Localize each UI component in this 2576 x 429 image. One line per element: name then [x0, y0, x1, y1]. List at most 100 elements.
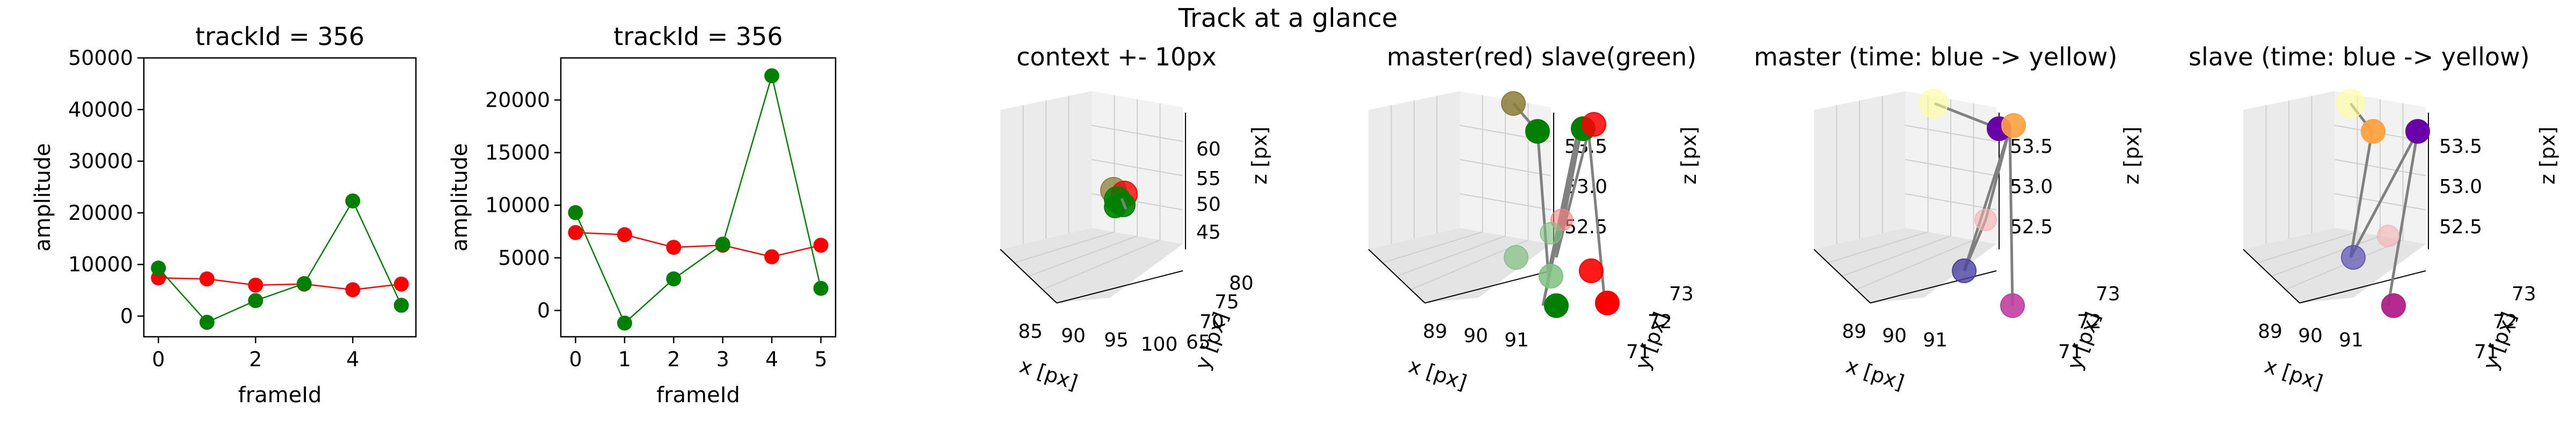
x-tick-label: 4 [765, 347, 778, 371]
z-axis-label: z [px] [1677, 127, 1701, 184]
master-slave-point [1501, 91, 1526, 116]
x-axis-edge [1000, 249, 1057, 304]
chart-title: trackId = 356 [195, 22, 364, 51]
y-axis-edge [2299, 270, 2426, 304]
y-tick-label: 75 [1214, 291, 1239, 313]
x-axis-edge [1813, 249, 1871, 304]
grid-line [1856, 239, 1974, 290]
x-tick-label: 2 [667, 347, 680, 371]
x-tick-label: 5 [814, 347, 827, 371]
data-point [666, 240, 682, 255]
grid-line [1905, 159, 1997, 176]
z-tick-label: 50 [1196, 194, 1221, 216]
z-tick-label: 60 [1196, 138, 1221, 160]
data-point [345, 282, 361, 298]
data-point [813, 280, 829, 296]
grid-line [1459, 159, 1552, 176]
y-tick-label: 5000 [498, 246, 550, 270]
x-tick-label: 89 [1423, 321, 1447, 343]
y-tick-label: 73 [2512, 283, 2536, 305]
y-tick-label: 71 [2058, 341, 2083, 363]
grid-line [1042, 239, 1160, 290]
grid-line [1382, 231, 1483, 263]
y-tick-label: 72 [2077, 311, 2102, 333]
y-axis-edge [1870, 270, 1997, 304]
x-axis-label: x [px] [2262, 354, 2326, 395]
x-tick-label: 85 [1018, 321, 1043, 343]
data-point [568, 225, 583, 240]
grid-line [1842, 235, 1951, 277]
x-tick-label: 3 [716, 347, 729, 371]
data-point [199, 315, 215, 330]
x-tick-label: 91 [1923, 329, 1948, 351]
data-point [813, 238, 829, 253]
x-axis-label: x [px] [1017, 354, 1081, 395]
y-tick-label: 40000 [68, 98, 133, 121]
y-tick-label: 70 [1199, 311, 1224, 333]
master-point [1595, 291, 1620, 315]
x-axis-edge [2243, 249, 2300, 304]
series-line-1 [575, 232, 821, 258]
plot-frame [143, 57, 417, 338]
y-tick-label: 73 [2096, 283, 2120, 305]
y-tick-label: 0 [120, 304, 133, 328]
y-axis-edge [1424, 270, 1552, 304]
series-line-1 [158, 277, 401, 291]
slave-point [1540, 222, 1562, 245]
pane-floor [1000, 228, 1183, 303]
data-point [764, 249, 780, 264]
slave-time-point [2361, 119, 2385, 144]
pane-floor [2243, 228, 2426, 303]
y-tick-label: 72 [2493, 311, 2518, 333]
data-point [248, 293, 264, 308]
z-tick-label: 53.0 [2010, 176, 2053, 198]
y-axis-edge [1056, 270, 1183, 304]
grid-line [1459, 193, 1552, 211]
master-time-point [1974, 209, 1997, 231]
y-tick-label: 50000 [68, 46, 133, 70]
plot-frame [560, 57, 837, 338]
context-trail [1120, 198, 1128, 210]
y-tick-label: 80 [1229, 272, 1254, 294]
y-tick-label: 65 [1186, 331, 1211, 353]
z-tick-label: 52.5 [2010, 216, 2053, 238]
x-axis-label: frameId [238, 383, 322, 408]
data-point [345, 193, 361, 209]
z-tick-label: 53.5 [2439, 136, 2482, 158]
grid-line [2271, 235, 2381, 277]
master-time-point [1952, 258, 1977, 283]
grid-line [1014, 231, 1115, 263]
data-point [393, 298, 409, 313]
chart-title: trackId = 356 [613, 22, 782, 51]
slave-time-point [2377, 225, 2399, 247]
line-chart-1: trackId = 356 frameId amplitude 0 2 4 0 10000 20… [31, 22, 417, 408]
data-point [715, 236, 730, 252]
line-chart-2: trackId = 356 frameId amplitude 0 1 2 3 4 5 0 5000… [448, 22, 837, 408]
figure-suptitle: Track at a glance [1178, 3, 1398, 33]
x-axis-label: frameId [656, 383, 740, 408]
x-axis-label: x [px] [1843, 354, 1907, 395]
master-point [1579, 258, 1604, 283]
x-tick-label: 90 [1061, 325, 1086, 347]
x-tick-label: 90 [2298, 325, 2323, 347]
master-time-point [2000, 293, 2025, 318]
slave-point [1544, 293, 1569, 318]
data-point [248, 277, 264, 293]
z-axis-label: z [px] [2120, 127, 2143, 184]
grid-line [1827, 231, 1928, 263]
z-tick-label: 53.5 [2010, 136, 2053, 158]
y-tick-label: 10000 [485, 194, 550, 217]
x-tick-label: 95 [1104, 329, 1129, 351]
slave-time-point [2381, 293, 2406, 318]
master-time-point [1919, 89, 1948, 118]
x-tick-label: 90 [1882, 325, 1907, 347]
slave-point [1504, 245, 1528, 270]
3d-panel-3: master (time: blue -> yellow) 89 90 91 71 72 7… [1754, 42, 2143, 395]
x-tick-label: 89 [1842, 321, 1867, 343]
3d-panel-4: slave (time: blue -> yellow) 89 90 91 71 72 73… [2189, 42, 2559, 395]
grid-line [1028, 235, 1138, 277]
slave-point [1539, 264, 1563, 289]
y-axis-label: amplitude [31, 143, 55, 252]
y-tick-label: 15000 [485, 141, 550, 165]
